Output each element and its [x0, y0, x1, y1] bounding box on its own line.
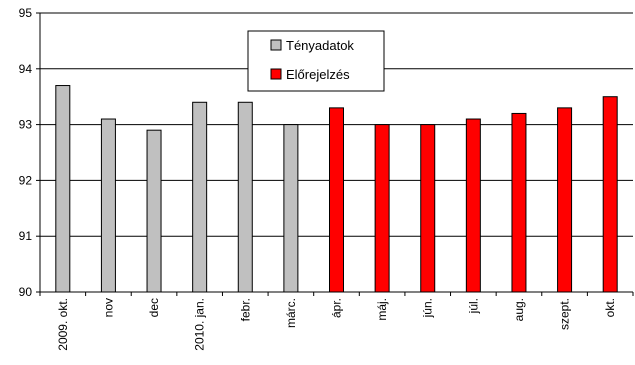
- y-tick-label: 93: [19, 118, 33, 132]
- bar-tenyadatok: [237, 101, 253, 293]
- x-tick-label: aug.: [512, 298, 526, 321]
- bar-elorejelzes: [557, 107, 573, 293]
- x-tick-label: szept.: [558, 298, 572, 330]
- bar-elorejelzes: [602, 96, 618, 293]
- bar-tenyadatok: [146, 129, 162, 293]
- y-tick-label: 95: [19, 6, 33, 20]
- legend-swatch: [270, 68, 282, 80]
- y-tick-label: 91: [19, 229, 33, 243]
- x-tick-label: jún.: [421, 298, 435, 318]
- y-tick-label: 94: [19, 62, 33, 76]
- x-tick-label: márc.: [284, 298, 298, 328]
- bar-tenyadatok: [283, 124, 299, 293]
- axes: [39, 12, 633, 293]
- y-tick-label: 90: [19, 285, 33, 299]
- bar-elorejelzes: [465, 118, 481, 293]
- bar-tenyadatok: [192, 101, 208, 293]
- x-tick-label: 2010. jan.: [193, 298, 207, 351]
- bar-tenyadatok: [55, 85, 71, 293]
- bar-elorejelzes: [374, 124, 390, 293]
- x-tick-label: 2009. okt.: [56, 298, 70, 351]
- bar-elorejelzes: [511, 112, 527, 293]
- x-tick-label: júl.: [466, 298, 480, 314]
- x-tick-labels: 2009. okt. nov dec 2010. jan. febr. márc. ápr.…: [39, 292, 634, 351]
- x-tick-label: máj.: [375, 298, 389, 321]
- y-tick-labels: 90 91 92 93 94 95: [19, 6, 40, 299]
- legend-label: Előrejelzés: [286, 67, 350, 82]
- bar-elorejelzes: [329, 107, 344, 293]
- bar-tenyadatok: [100, 118, 116, 293]
- legend-label: Tényadatok: [286, 38, 354, 53]
- x-tick-label: nov: [101, 298, 115, 317]
- x-tick-label: dec: [147, 298, 161, 317]
- bar-elorejelzes: [420, 124, 436, 293]
- y-tick-label: 92: [19, 173, 33, 187]
- x-tick-label: okt.: [603, 298, 617, 317]
- x-tick-label: ápr.: [330, 298, 344, 318]
- legend: Tényadatok Előrejelzés: [247, 30, 385, 92]
- legend-swatch: [270, 39, 282, 51]
- x-tick-label: febr.: [238, 298, 252, 321]
- bars: [55, 85, 618, 293]
